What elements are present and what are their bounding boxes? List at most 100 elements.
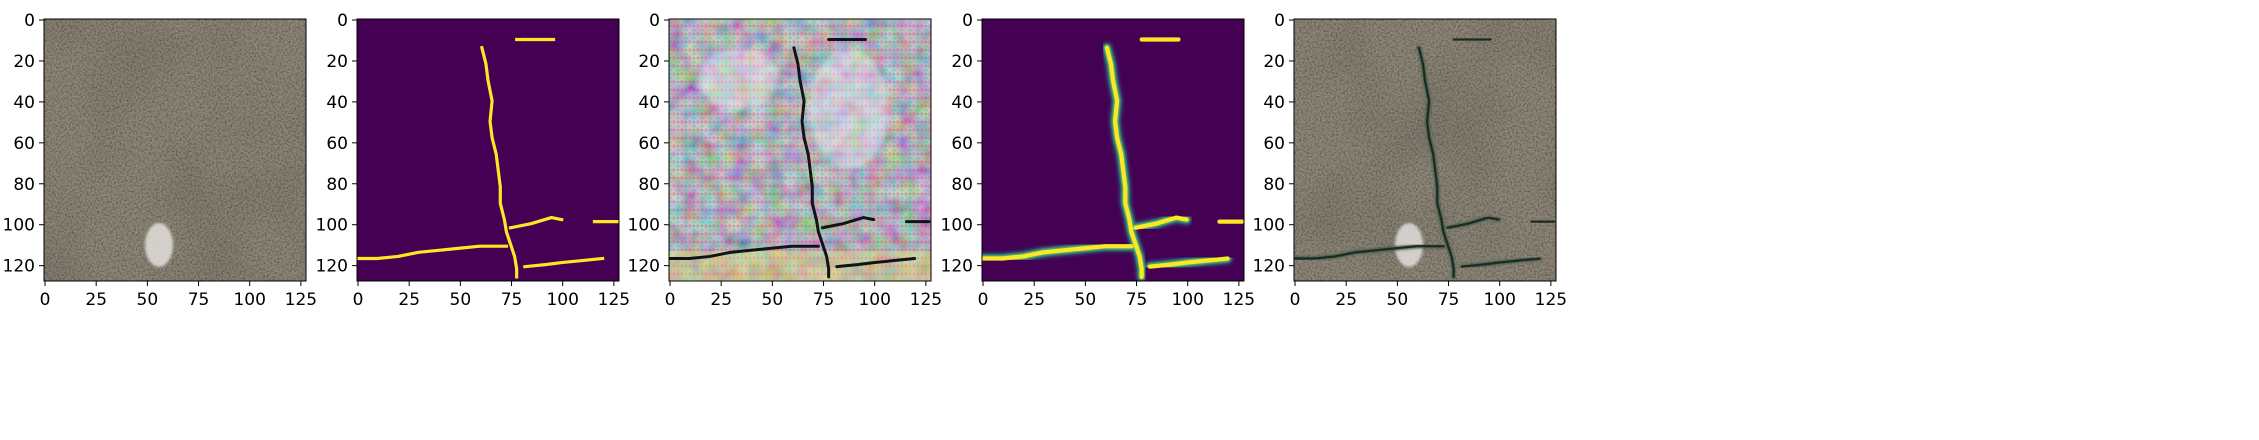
light-patch — [145, 223, 173, 267]
crack-right-upper — [821, 216, 876, 230]
crack-horizontal — [669, 244, 820, 260]
y-tick-label: 120 — [316, 257, 348, 277]
y-tick-label: 80 — [1263, 175, 1285, 195]
y-tick-label: 20 — [1263, 52, 1285, 72]
x-tick-label: 25 — [710, 290, 732, 310]
input-image-panel: 0 25 50 75 100 125 0 20 40 60 80 100 120 — [3, 11, 318, 310]
bright-region — [699, 49, 779, 109]
y-tick-label: 100 — [3, 216, 35, 236]
x-tick-label: 25 — [1023, 290, 1045, 310]
y-tick-label: 80 — [326, 175, 348, 195]
mask-background — [357, 19, 619, 281]
y-tick-label: 40 — [951, 93, 973, 113]
y-tick-label: 120 — [3, 257, 35, 277]
y-tick-label: 40 — [13, 93, 35, 113]
x-tick-label: 25 — [398, 290, 420, 310]
crack-main-vertical — [792, 46, 831, 279]
x-tick-label: 25 — [1335, 290, 1357, 310]
x-tick-label: 50 — [450, 290, 472, 310]
feature-map-panel: 0 25 50 75 100 125 0 20 40 60 80 100 120 — [628, 11, 943, 310]
x-tick-label: 75 — [188, 290, 210, 310]
y-tick-label: 60 — [13, 134, 35, 154]
crack-main-vertical — [479, 45, 519, 279]
y-tick-label: 100 — [316, 216, 348, 236]
crack-horizontal — [357, 244, 509, 261]
y-tick-label: 40 — [326, 93, 348, 113]
y-tick-label: 80 — [638, 175, 660, 195]
crack-right-lower — [523, 256, 605, 269]
bright-region — [809, 49, 889, 169]
y-tick-label: 80 — [13, 175, 35, 195]
x-tick-label: 0 — [40, 290, 51, 310]
y-tick-label: 100 — [941, 216, 973, 236]
crack-right-upper — [508, 215, 564, 230]
x-tick-label: 0 — [353, 290, 364, 310]
y-tick-label: 120 — [628, 257, 660, 277]
x-tick-label: 0 — [1290, 290, 1301, 310]
crack-horizontal — [1294, 245, 1445, 260]
axes-frame — [981, 18, 1245, 282]
overlay-panel: 0 25 50 75 100 125 0 20 40 60 80 100 120 — [1253, 11, 1568, 310]
crack-right-lower — [835, 256, 917, 269]
y-tick-label: 60 — [638, 134, 660, 154]
x-tick-label: 0 — [978, 290, 989, 310]
y-tick-label: 120 — [941, 257, 973, 277]
x-tick-label: 0 — [665, 290, 676, 310]
crack-main-vertical — [1104, 45, 1144, 280]
y-tick-label: 20 — [638, 52, 660, 72]
y-tick-label: 20 — [13, 52, 35, 72]
image-area — [44, 19, 306, 281]
x-tick-label: 75 — [501, 290, 523, 310]
x-tick-label: 50 — [762, 290, 784, 310]
crack-right-lower — [1147, 256, 1230, 269]
y-tick-label: 0 — [962, 11, 973, 31]
x-tick-label: 100 — [546, 290, 578, 310]
x-tick-label: 25 — [85, 290, 107, 310]
y-tick-label: 0 — [1274, 11, 1285, 31]
y-tick-label: 40 — [1263, 93, 1285, 113]
x-tick-label: 125 — [910, 290, 942, 310]
x-tick-label: 100 — [1171, 290, 1203, 310]
image-area — [357, 19, 619, 281]
crack-right-upper — [1446, 216, 1500, 229]
crack-right-upper — [1133, 215, 1189, 230]
pavement-texture — [44, 19, 306, 281]
y-tick-label: 0 — [337, 11, 348, 31]
axes-frame — [356, 18, 620, 282]
x-tick-label: 50 — [1075, 290, 1097, 310]
x-tick-label: 125 — [285, 290, 317, 310]
x-tick-label: 75 — [1438, 290, 1460, 310]
x-tick-label: 100 — [1483, 290, 1515, 310]
x-tick-label: 125 — [1535, 290, 1567, 310]
axes-frame — [43, 18, 307, 282]
x-tick-label: 125 — [1223, 290, 1255, 310]
feature-artifact-grid — [669, 19, 931, 281]
ground-truth-mask-panel: 0 25 50 75 100 125 0 20 40 60 80 100 120 — [316, 11, 631, 310]
y-tick-label: 100 — [628, 216, 660, 236]
y-tick-label: 20 — [951, 52, 973, 72]
y-tick-label: 60 — [1263, 134, 1285, 154]
axes-frame — [1293, 18, 1557, 282]
y-tick-label: 60 — [326, 134, 348, 154]
y-tick-label: 100 — [1253, 216, 1285, 236]
y-tick-label: 0 — [649, 11, 660, 31]
crack-main-vertical — [1417, 46, 1455, 279]
x-tick-label: 50 — [137, 290, 159, 310]
y-tick-label: 120 — [1253, 257, 1285, 277]
x-tick-label: 125 — [598, 290, 630, 310]
crack-horizontal — [982, 244, 1134, 261]
image-area — [1294, 19, 1556, 281]
y-tick-label: 40 — [638, 93, 660, 113]
y-tick-label: 80 — [951, 175, 973, 195]
x-tick-label: 100 — [233, 290, 265, 310]
pavement-texture — [1294, 19, 1556, 281]
y-tick-label: 0 — [24, 11, 35, 31]
x-tick-label: 50 — [1387, 290, 1409, 310]
x-tick-label: 100 — [858, 290, 890, 310]
y-tick-label: 60 — [951, 134, 973, 154]
x-tick-label: 75 — [1126, 290, 1148, 310]
prediction-panel: 0 25 50 75 100 125 0 20 40 60 80 100 120 — [941, 11, 1256, 310]
y-tick-label: 20 — [326, 52, 348, 72]
axes-frame — [668, 18, 932, 282]
